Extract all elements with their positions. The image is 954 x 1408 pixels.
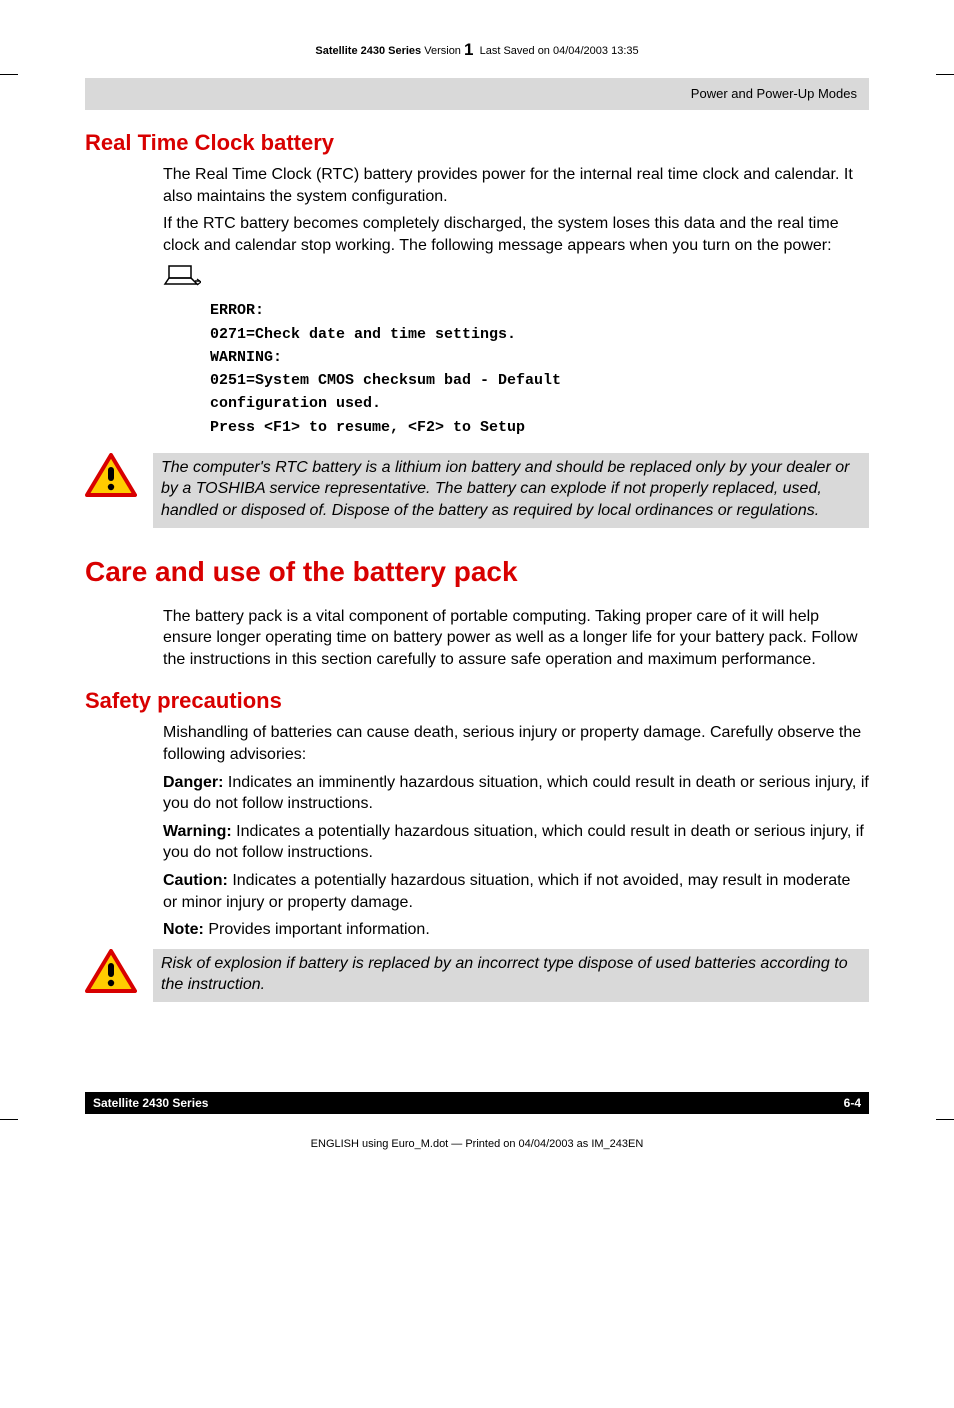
caution-icon <box>85 949 137 1000</box>
caution-label: Caution: <box>163 872 228 889</box>
safety-note: Note: Provides important information. <box>163 919 869 941</box>
caution-icon <box>85 453 137 504</box>
note-text: Provides important information. <box>204 921 430 938</box>
mono-line: configuration used. <box>210 392 869 415</box>
header-version-num: 1 <box>464 40 473 59</box>
rtc-caution-box: The computer's RTC battery is a lithium … <box>153 453 869 528</box>
header-version-label: Version <box>424 45 461 57</box>
crop-mark <box>936 74 954 75</box>
danger-text: Indicates an imminently hazardous situat… <box>163 774 869 813</box>
crop-mark <box>936 1119 954 1120</box>
error-message-block: ERROR: 0271=Check date and time settings… <box>210 299 869 439</box>
mono-line: 0251=System CMOS checksum bad - Default <box>210 369 869 392</box>
footer-left: Satellite 2430 Series <box>93 1092 208 1114</box>
header-product: Satellite 2430 Series <box>315 45 421 57</box>
crop-mark <box>0 74 18 75</box>
laptop-icon <box>163 262 201 295</box>
mono-line: WARNING: <box>210 346 869 369</box>
warning-text: Indicates a potentially hazardous situat… <box>163 823 864 862</box>
care-p1: The battery pack is a vital component of… <box>163 606 869 671</box>
safety-heading: Safety precautions <box>85 688 869 714</box>
care-heading: Care and use of the battery pack <box>85 556 869 588</box>
mono-line: ERROR: <box>210 299 869 322</box>
footer-page: 6-4 <box>844 1092 861 1114</box>
rtc-heading: Real Time Clock battery <box>85 130 869 156</box>
rtc-p1: The Real Time Clock (RTC) battery provid… <box>163 164 869 207</box>
rtc-body: The Real Time Clock (RTC) battery provid… <box>163 164 869 256</box>
section-banner: Power and Power-Up Modes <box>85 78 869 110</box>
danger-label: Danger: <box>163 774 223 791</box>
care-body: The battery pack is a vital component of… <box>163 606 869 671</box>
header-saved: Last Saved on 04/04/2003 13:35 <box>480 45 639 57</box>
safety-danger: Danger: Indicates an imminently hazardou… <box>163 772 869 815</box>
warning-label: Warning: <box>163 823 232 840</box>
safety-caution: Caution: Indicates a potentially hazardo… <box>163 870 869 913</box>
footer-bottom: ENGLISH using Euro_M.dot — Printed on 04… <box>85 1138 869 1150</box>
footer-bar: Satellite 2430 Series 6-4 <box>85 1092 869 1114</box>
caution-text: Indicates a potentially hazardous situat… <box>163 872 850 911</box>
safety-body: Mishandling of batteries can cause death… <box>163 722 869 940</box>
rtc-p2: If the RTC battery becomes completely di… <box>163 213 869 256</box>
mono-line: 0271=Check date and time settings. <box>210 323 869 346</box>
crop-mark <box>0 1119 18 1120</box>
safety-caution-box: Risk of explosion if battery is replaced… <box>153 949 869 1002</box>
mono-line: Press <F1> to resume, <F2> to Setup <box>210 416 869 439</box>
note-label: Note: <box>163 921 204 938</box>
safety-warning: Warning: Indicates a potentially hazardo… <box>163 821 869 864</box>
page-header: Satellite 2430 Series Version 1 Last Sav… <box>85 40 869 60</box>
safety-p1: Mishandling of batteries can cause death… <box>163 722 869 765</box>
